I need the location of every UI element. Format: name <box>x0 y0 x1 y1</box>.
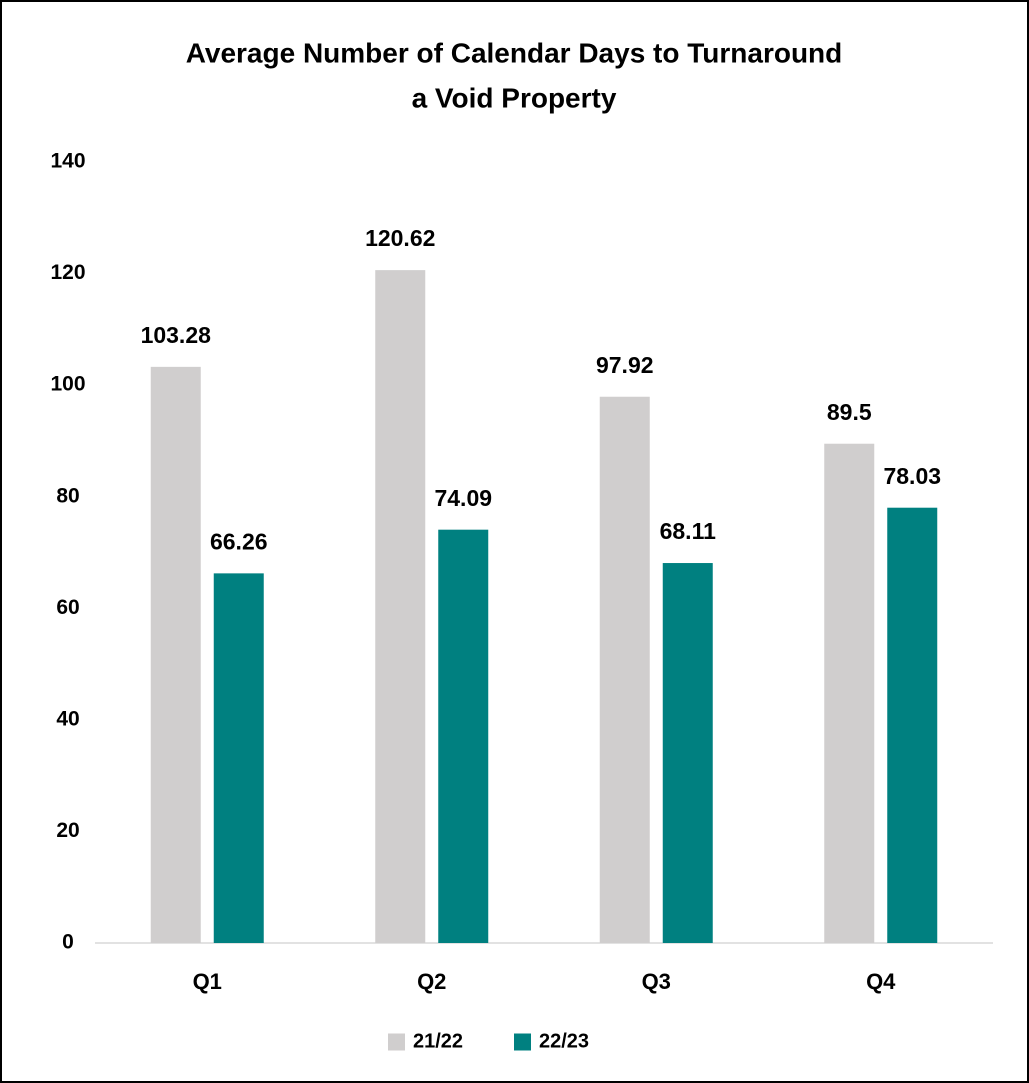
chart-title: Average Number of Calendar Days to Turna… <box>186 37 843 68</box>
bar <box>599 396 650 943</box>
data-label: 74.09 <box>434 485 492 511</box>
chart-title: a Void Property <box>412 82 617 113</box>
bar <box>375 270 426 944</box>
y-tick-label: 100 <box>50 373 85 396</box>
bar <box>662 563 713 943</box>
bar <box>213 573 264 943</box>
data-label: 66.26 <box>210 528 268 554</box>
y-tick-label: 20 <box>56 819 79 842</box>
data-label: 89.5 <box>827 399 872 425</box>
y-tick-label: 60 <box>56 596 79 619</box>
x-tick-label: Q4 <box>866 969 896 994</box>
x-tick-label: Q1 <box>193 969 222 994</box>
y-tick-label: 0 <box>62 931 74 954</box>
data-label: 78.03 <box>883 463 941 489</box>
bar <box>887 507 938 943</box>
legend-swatch <box>388 1033 405 1051</box>
bar <box>824 443 875 943</box>
y-tick-label: 80 <box>56 484 79 507</box>
legend-swatch <box>514 1033 531 1051</box>
y-tick-label: 140 <box>50 150 85 173</box>
x-tick-label: Q3 <box>642 969 671 994</box>
y-tick-label: 120 <box>50 261 85 284</box>
bar <box>150 366 201 943</box>
data-label: 103.28 <box>141 322 212 348</box>
bar <box>438 529 489 943</box>
legend-label: 21/22 <box>413 1030 463 1052</box>
data-label: 97.92 <box>596 352 654 378</box>
data-label: 68.11 <box>660 518 716 544</box>
x-tick-label: Q2 <box>417 969 446 994</box>
legend-label: 22/23 <box>539 1030 589 1052</box>
y-tick-label: 40 <box>56 707 79 730</box>
data-label: 120.62 <box>365 225 435 251</box>
